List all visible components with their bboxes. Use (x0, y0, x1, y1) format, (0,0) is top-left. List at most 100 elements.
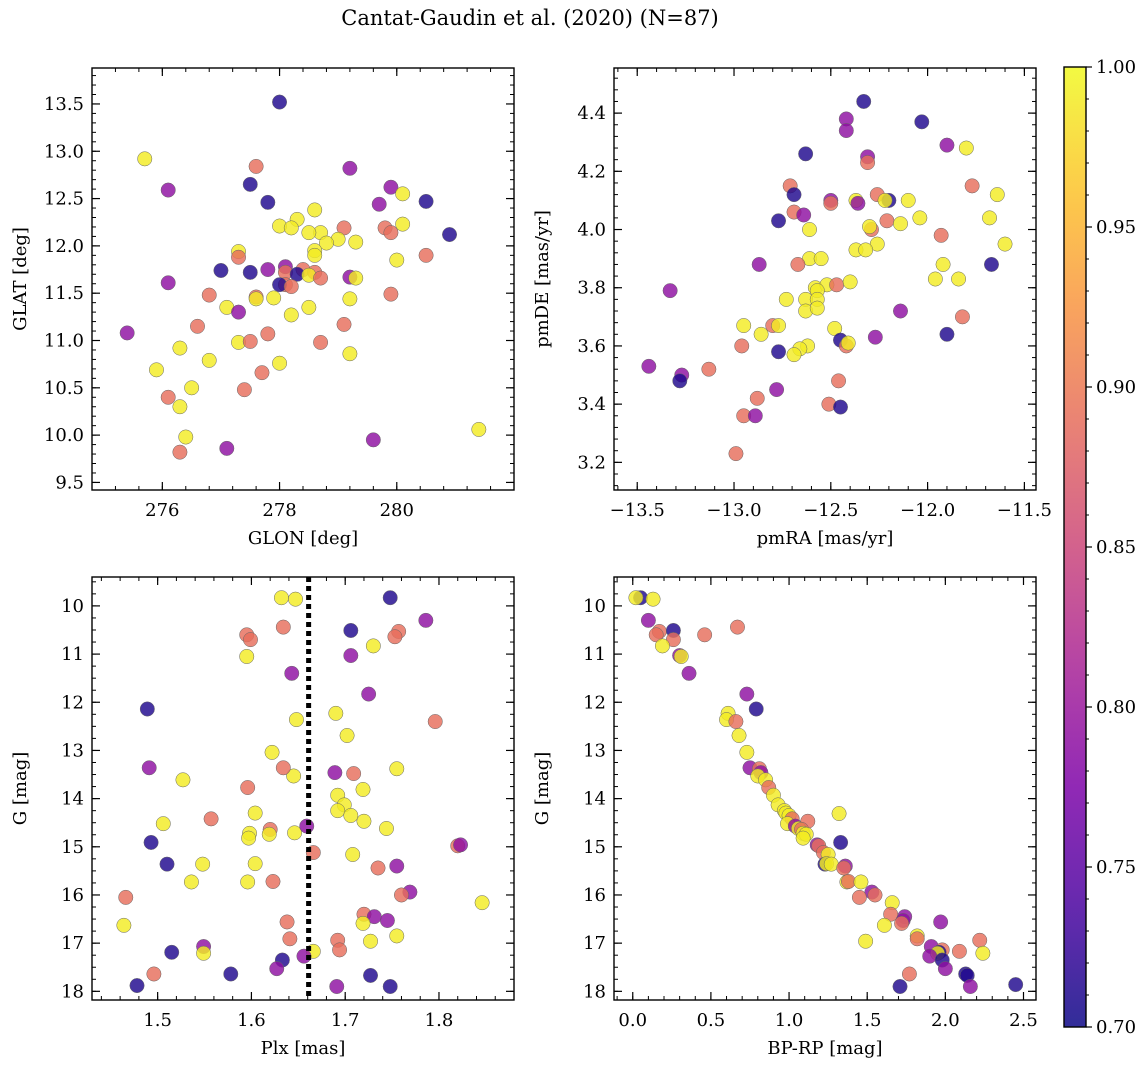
colorbar-tick-label: 0.90 (1096, 377, 1136, 398)
data-point (236, 382, 252, 398)
y-axis-label: pmDE [mas/yr] (532, 210, 553, 348)
data-point (160, 182, 176, 198)
data-point (383, 286, 399, 302)
data-point (831, 373, 847, 389)
y-tick-label: 16 (583, 885, 606, 906)
data-point (313, 334, 329, 350)
data-point (355, 782, 371, 797)
y-tick-label: 10 (61, 596, 84, 617)
data-point (279, 914, 295, 930)
data-point (989, 187, 1005, 203)
data-point (939, 137, 955, 153)
data-point (867, 887, 883, 903)
y-tick-label: 12.5 (44, 189, 84, 210)
data-point (254, 365, 270, 381)
data-point (269, 961, 285, 977)
data-point (183, 874, 199, 890)
data-point (318, 235, 334, 251)
data-point (933, 227, 949, 243)
x-axis-label: Plx [mas] (261, 1038, 346, 1059)
x-tick-label: 280 (380, 500, 414, 521)
y-tick-label: 10.0 (44, 425, 84, 446)
data-point (329, 979, 345, 994)
data-point (701, 361, 717, 377)
data-point (328, 705, 344, 721)
x-tick-label: 1.5 (143, 1010, 172, 1031)
y-tick-label: 11.0 (44, 331, 84, 352)
data-point (840, 874, 856, 889)
data-point (975, 945, 991, 961)
data-point (242, 176, 258, 192)
x-tick-label: 1.6 (237, 1010, 266, 1031)
data-point (840, 335, 856, 351)
data-point (951, 943, 967, 959)
data-point (139, 701, 155, 717)
data-point (894, 915, 910, 931)
data-point (118, 889, 134, 905)
y-tick-label: 11 (583, 644, 606, 665)
x-tick-label: −13.0 (706, 500, 761, 521)
data-point (748, 701, 764, 717)
data-point (856, 94, 872, 109)
x-tick-label: 2.5 (1009, 1010, 1038, 1031)
x-tick-label: 278 (262, 500, 296, 521)
data-point (345, 847, 361, 862)
x-tick-label: −12.5 (803, 500, 858, 521)
points-pm (641, 94, 1013, 462)
data-point (272, 355, 288, 371)
data-point (389, 928, 405, 944)
y-tick-label: 13 (583, 740, 606, 761)
data-point (260, 194, 276, 210)
y-tick-label: 14 (61, 789, 84, 810)
data-point (137, 151, 153, 167)
data-point (831, 806, 847, 822)
data-point (728, 446, 744, 462)
data-point (951, 271, 967, 287)
panel-sky: 276 278 280 9.5 10.0 10.5 11.0 11.5 12.0 12.5 13.0… (10, 67, 515, 549)
data-point (370, 860, 386, 876)
x-tick-label: 0.0 (618, 1010, 647, 1031)
data-point (672, 373, 688, 389)
data-point (655, 638, 670, 654)
y-tick-label: 3.6 (577, 336, 606, 357)
data-point (203, 811, 219, 827)
y-tick-label: 18 (61, 981, 84, 1002)
x-tick-label: 1.7 (331, 1010, 360, 1031)
data-point (283, 279, 299, 295)
data-point (912, 210, 928, 226)
data-point (141, 760, 157, 776)
data-point (823, 856, 839, 872)
data-point (160, 389, 176, 405)
data-point (753, 326, 769, 342)
y-tick-label: 18 (583, 981, 606, 1002)
x-tick-label: 1.8 (425, 1010, 454, 1031)
data-point (283, 307, 299, 323)
data-point (247, 805, 263, 821)
data-point (389, 858, 405, 874)
data-point (231, 249, 246, 265)
data-point (273, 590, 289, 606)
data-point (342, 346, 358, 362)
y-tick-label: 10.5 (44, 378, 84, 399)
data-point (850, 195, 866, 211)
data-point (796, 207, 812, 223)
data-point (736, 318, 752, 334)
y-axis-label: G [mag] (532, 752, 553, 825)
data-point (365, 638, 381, 654)
x-tick-label: 2.0 (931, 1010, 960, 1031)
data-point (172, 340, 188, 356)
data-point (379, 821, 394, 836)
data-point (155, 816, 171, 832)
data-point (842, 274, 858, 290)
x-tick-label: 276 (145, 500, 179, 521)
data-point (213, 263, 229, 278)
data-point (471, 421, 487, 437)
data-point (286, 768, 302, 784)
data-point (645, 591, 661, 607)
y-tick-label: 3.2 (577, 452, 606, 473)
data-point (247, 856, 263, 872)
data-point (893, 216, 908, 232)
data-point (836, 860, 852, 876)
data-point (833, 399, 848, 415)
data-point (146, 966, 162, 982)
